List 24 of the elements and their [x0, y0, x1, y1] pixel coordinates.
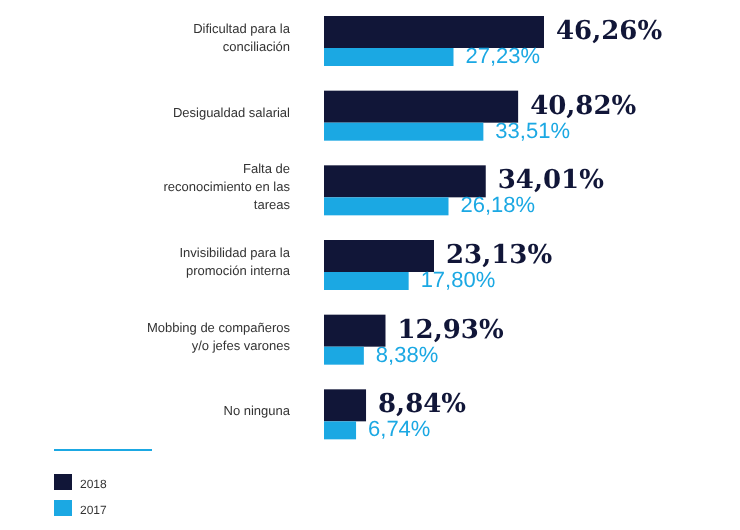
data-label: 27,23%	[465, 45, 541, 69]
bar	[324, 197, 449, 216]
bar	[324, 346, 364, 365]
data-label: 17,80%	[420, 269, 496, 293]
bar	[324, 165, 486, 198]
data-label: 23,13%	[446, 241, 554, 271]
bar	[324, 240, 434, 272]
bar	[324, 421, 357, 440]
data-label: 34,01%	[497, 166, 606, 197]
bar	[324, 16, 544, 48]
data-label: 46,26%	[556, 17, 664, 47]
data-label: 33,51%	[495, 119, 571, 144]
bar	[324, 48, 454, 66]
bar	[324, 122, 484, 141]
data-label: 40,82%	[530, 91, 638, 122]
bar	[324, 389, 367, 422]
data-label: 8,38%	[375, 343, 439, 368]
data-label: 6,74%	[368, 418, 431, 443]
data-label: 26,18%	[460, 194, 536, 219]
bar	[324, 272, 409, 290]
data-label: 12,93%	[397, 315, 505, 346]
data-label: 8,84%	[378, 390, 468, 421]
bar	[324, 90, 519, 123]
bar	[324, 314, 386, 347]
